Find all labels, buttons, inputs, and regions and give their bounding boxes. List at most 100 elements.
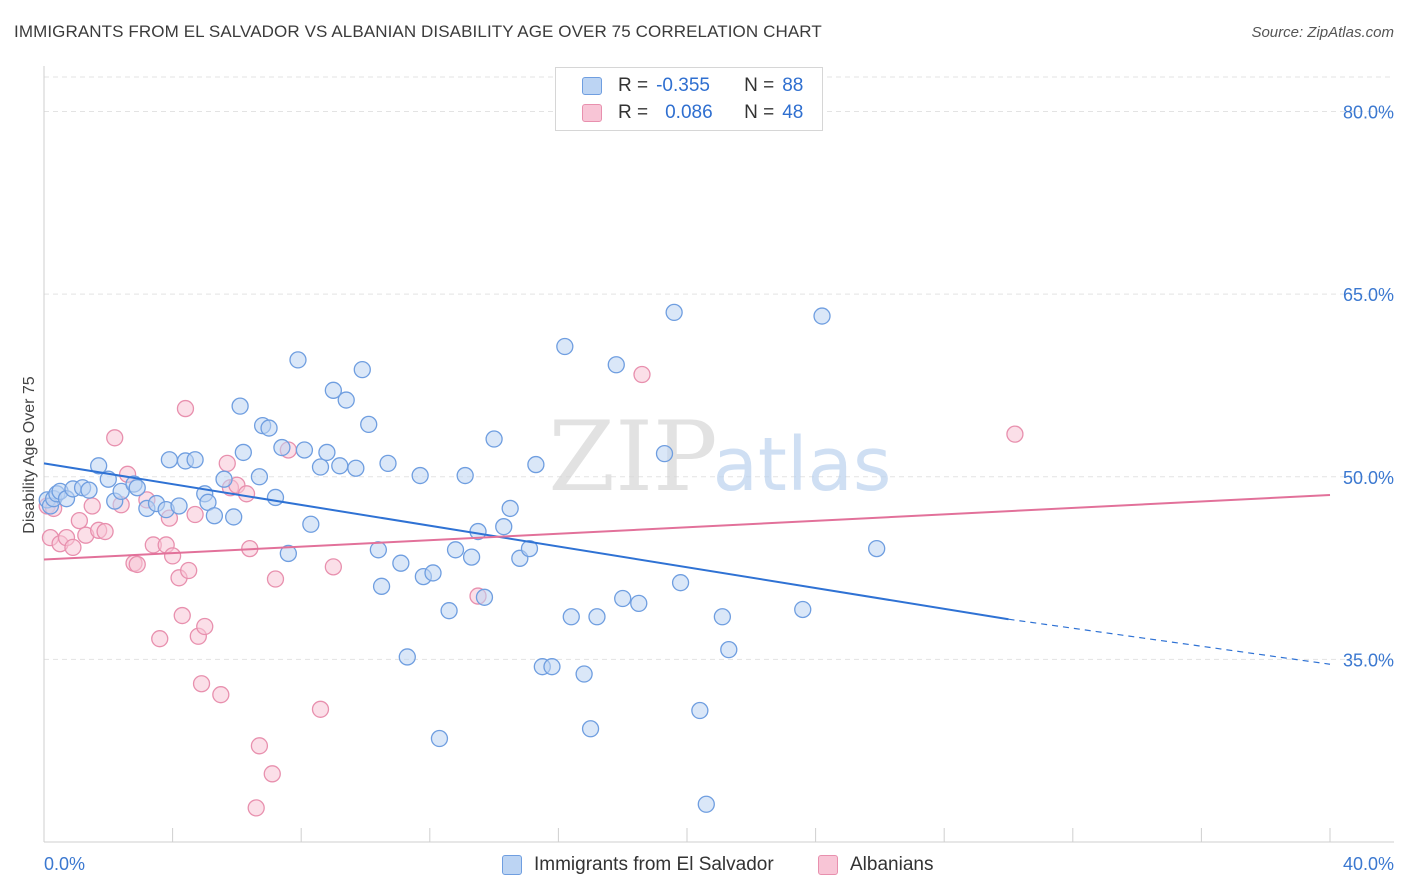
- watermark-atlas: atlas: [713, 422, 892, 508]
- data-point-el-salvador: [456, 466, 474, 485]
- chart-title: IMMIGRANTS FROM EL SALVADOR VS ALBANIAN …: [14, 22, 822, 41]
- data-point-el-salvador: [495, 518, 513, 536]
- data-point-el-salvador: [379, 454, 397, 473]
- data-point-el-salvador: [289, 351, 307, 369]
- data-point-el-salvador: [671, 574, 690, 592]
- data-point-el-salvador: [337, 391, 355, 409]
- legend-r-label: R =: [618, 75, 649, 96]
- data-point-el-salvador: [225, 508, 243, 526]
- trend-line-albanians: [43, 494, 1331, 561]
- data-point-el-salvador: [360, 415, 378, 434]
- data-point-el-salvador: [691, 701, 709, 720]
- data-point-albanians: [176, 399, 195, 418]
- data-point-albanians: [186, 505, 204, 524]
- data-point-albanians: [212, 686, 230, 704]
- data-point-el-salvador: [347, 459, 365, 477]
- data-point-el-salvador: [372, 577, 391, 595]
- data-point-el-salvador: [607, 356, 625, 374]
- data-point-el-salvador: [266, 488, 285, 507]
- data-point-el-salvador: [311, 458, 330, 476]
- y-tick-label: 50.0%: [1343, 468, 1394, 488]
- data-point-albanians: [324, 558, 343, 576]
- data-point-el-salvador: [160, 451, 179, 469]
- source-label: Source: ZipAtlas.com: [1251, 24, 1394, 41]
- data-point-albanians: [266, 570, 285, 588]
- legend-n-label: N =: [744, 102, 775, 123]
- data-point-albanians: [96, 522, 114, 541]
- data-point-el-salvador: [581, 720, 600, 738]
- legend-r-value: -0.355: [656, 75, 710, 96]
- data-point-el-salvador: [273, 438, 291, 457]
- data-point-albanians: [237, 485, 256, 503]
- data-point-el-salvador: [353, 360, 371, 379]
- data-point-albanians: [128, 555, 146, 574]
- trend-line-el-salvador: [43, 462, 1009, 621]
- legend-n-label: N =: [744, 75, 775, 96]
- legend-n-value: 48: [782, 102, 804, 123]
- data-point-albanians: [311, 700, 330, 718]
- data-point-albanians: [633, 365, 651, 384]
- data-point-albanians: [192, 675, 211, 693]
- data-point-el-salvador: [215, 470, 233, 488]
- watermark-zip: ZIP: [548, 401, 717, 513]
- data-point-el-salvador: [234, 443, 252, 462]
- y-tick-label: 65.0%: [1343, 285, 1394, 305]
- data-point-el-salvador: [424, 564, 442, 582]
- data-point-el-salvador: [813, 307, 831, 325]
- y-axis-label: Disability Age Over 75: [21, 376, 38, 534]
- data-point-el-salvador: [80, 481, 98, 499]
- bottom-legend-series1: Immigrants from El Salvador: [502, 852, 774, 878]
- legend-swatch-blue: [582, 77, 602, 95]
- series-el-salvador-points: [38, 303, 886, 813]
- data-point-el-salvador: [720, 640, 738, 659]
- legend-n-value: 88: [782, 75, 804, 96]
- data-point-el-salvador: [614, 589, 632, 608]
- data-point-el-salvador: [665, 303, 683, 322]
- legend-row-series2: R = 0.086 N = 48: [582, 100, 803, 126]
- data-point-el-salvador: [543, 658, 561, 676]
- data-point-el-salvador: [302, 515, 320, 533]
- data-point-el-salvador: [440, 602, 458, 620]
- data-point-albanians: [163, 547, 182, 565]
- data-point-el-salvador: [411, 466, 429, 485]
- data-point-el-salvador: [446, 541, 465, 559]
- x-tick-label: 40.0%: [1343, 854, 1394, 874]
- data-point-el-salvador: [318, 443, 336, 462]
- data-point-el-salvador: [186, 451, 204, 469]
- data-point-albanians: [247, 799, 265, 817]
- data-point-albanians: [151, 630, 169, 648]
- data-point-el-salvador: [655, 444, 674, 463]
- stats-legend: R = -0.355 N = 88 R = 0.086 N = 48: [555, 67, 823, 131]
- data-point-el-salvador: [630, 594, 648, 613]
- x-tick-label: 0.0%: [44, 854, 85, 874]
- data-point-el-salvador: [588, 608, 606, 626]
- data-point-el-salvador: [697, 795, 715, 813]
- data-point-el-salvador: [279, 544, 297, 563]
- data-point-el-salvador: [205, 507, 224, 525]
- data-point-el-salvador: [260, 419, 278, 437]
- axes: [43, 66, 1394, 843]
- data-point-el-salvador: [575, 665, 593, 683]
- data-point-albanians: [83, 497, 101, 515]
- data-point-el-salvador: [331, 457, 349, 475]
- data-point-el-salvador: [324, 381, 343, 399]
- data-point-albanians: [64, 538, 82, 557]
- data-point-el-salvador: [90, 457, 108, 475]
- data-point-el-salvador: [112, 482, 130, 501]
- bottom-legend-label-series1: Immigrants from El Salvador: [534, 854, 774, 875]
- data-point-el-salvador: [392, 554, 410, 572]
- data-point-el-salvador: [250, 468, 269, 486]
- bottom-legend-swatch-pink: [818, 855, 838, 875]
- bottom-legend-swatch-blue: [502, 855, 522, 875]
- data-point-el-salvador: [501, 499, 519, 518]
- data-point-el-salvador: [430, 729, 449, 748]
- data-point-el-salvador: [231, 397, 249, 415]
- bottom-legend-label-series2: Albanians: [850, 854, 934, 875]
- trend-lines: [43, 462, 1331, 665]
- data-point-el-salvador: [520, 539, 539, 558]
- bottom-legend-series2: Albanians: [818, 852, 933, 878]
- data-point-el-salvador: [462, 548, 481, 566]
- data-point-albanians: [218, 454, 236, 473]
- data-point-albanians: [106, 429, 124, 447]
